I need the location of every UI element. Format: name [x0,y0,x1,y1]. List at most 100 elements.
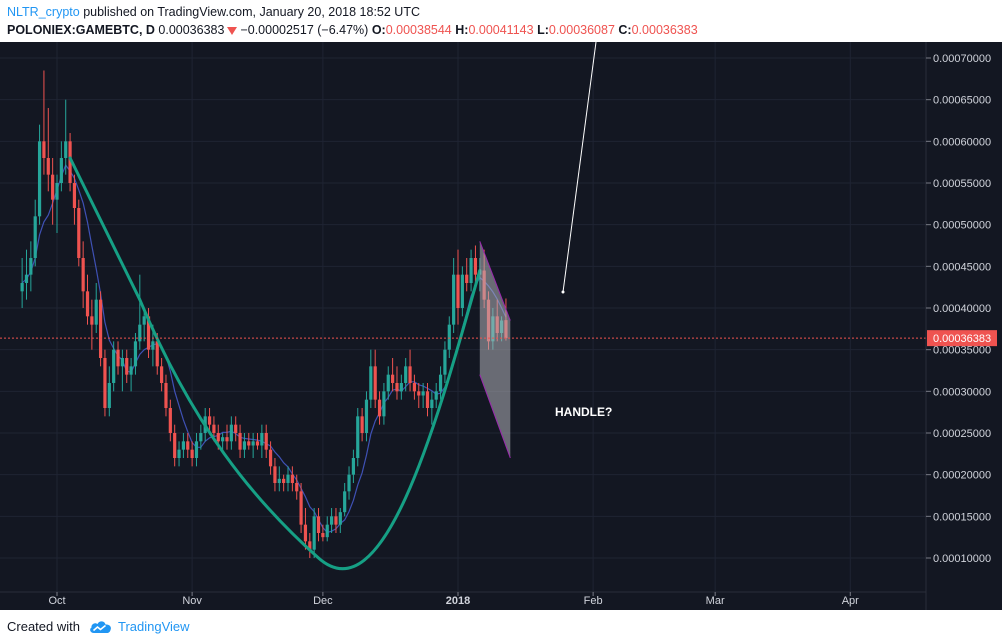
grid-lines [0,42,926,592]
x-tick-label: Apr [842,595,859,607]
candle-body [168,408,172,433]
candle-body [238,433,242,450]
candle-body [177,449,181,458]
candle-body [343,491,347,513]
candle-body [277,478,281,483]
candle-body [142,316,146,325]
y-tick-label: 0.00020000 [933,470,991,482]
tradingview-brand-link[interactable]: TradingView [118,619,190,634]
candle-body [395,383,399,392]
candle-body [356,416,360,458]
candle-body [72,183,77,208]
low-label: L: [537,23,549,37]
close-label: C: [618,23,632,37]
candle-body [234,424,238,433]
candle-body [68,141,72,183]
y-tick-label: 0.00035000 [933,345,991,357]
target-line [562,42,597,293]
candle-body [164,383,168,408]
x-tick-label: Mar [706,595,725,607]
candle-body [308,541,312,550]
moving-average-line [21,163,507,534]
candle-body [299,491,303,525]
candle-body [51,174,55,200]
candle-body [138,324,142,342]
low-value: 0.00036087 [548,23,615,37]
down-triangle-icon [227,26,238,35]
author-link[interactable]: NLTR_crypto [7,5,80,19]
candle-body [199,433,203,442]
time-axis[interactable]: Oct Nov Dec 2018 Feb Mar Apr [48,592,859,607]
candle-body [264,433,268,450]
x-tick-label: Feb [584,595,603,607]
ohlc-line: POLONIEX:GAMEBTC, D 0.00036383 −0.0000251… [7,23,698,37]
candle-body [151,341,155,350]
candle-body [46,158,50,175]
chart-header: NLTR_crypto published on TradingView.com… [0,0,1002,42]
candle-body [412,383,417,392]
candle-body [316,516,321,533]
drawings: HANDLE? [0,42,926,571]
candle-body [268,449,273,467]
candle-body [404,366,408,383]
candle-body [212,424,216,433]
candle-body [112,349,116,383]
candle-body [125,358,129,375]
candle-body [81,258,85,292]
candle-body [77,208,81,258]
y-tick-label: 0.00050000 [933,220,991,232]
candle-body [225,437,229,442]
candle-body [303,524,308,542]
candle-body [347,474,351,492]
candle-body [273,466,277,483]
y-tick-label: 0.00025000 [933,428,991,440]
candle-body [312,516,316,550]
candle-body [325,524,329,538]
candle-body [55,183,59,200]
candle-body [417,391,421,396]
candle-body [251,441,255,446]
cup-curve [68,156,482,571]
high-label: H: [455,23,469,37]
candle-body [360,416,364,433]
candle-body [129,366,133,375]
candle-body [329,516,334,525]
candle-body [160,366,164,383]
candle-body [181,441,186,450]
open-value: 0.00038544 [385,23,452,37]
open-label: O: [371,23,386,37]
candle-body [334,516,338,525]
candle-body [399,383,403,392]
candle-body [282,478,286,483]
publish-line: NLTR_crypto published on TradingView.com… [7,5,420,19]
y-tick-label: 0.00065000 [933,95,991,107]
created-with-text: Created with [7,619,80,634]
price-axis[interactable]: 0.00010000 0.00015000 0.00020000 0.00025000… [926,53,997,565]
candle-body [373,366,377,400]
candle-body [146,316,151,350]
candle-body [421,391,425,396]
candle-body [155,341,159,367]
candle-body [382,391,386,417]
candle-body [469,258,473,283]
footer: Created with TradingView [0,610,1002,644]
candle-body [247,441,251,446]
last-price-label: 0.00036383 [933,333,991,345]
candle-body [473,258,478,275]
handle-upper-line [479,241,511,321]
y-tick-label: 0.00010000 [933,553,991,565]
candle-body [438,374,443,392]
candle-body [456,274,460,308]
handle-lower-line [479,374,511,459]
candle-body [98,299,103,358]
candle-body [465,274,469,283]
candle-body [207,416,212,425]
y-tick-label: 0.00055000 [933,178,991,190]
tradingview-cloud-icon[interactable] [88,618,114,636]
change-text: −0.00002517 (−6.47%) [240,23,369,37]
x-tick-label: 2018 [446,595,470,607]
price-chart[interactable]: HANDLE? 0.000100000.000150000.000200000.… [0,42,1002,610]
close-value: 0.00036383 [631,23,698,37]
candle-body [321,533,325,538]
candle-body [120,358,124,367]
